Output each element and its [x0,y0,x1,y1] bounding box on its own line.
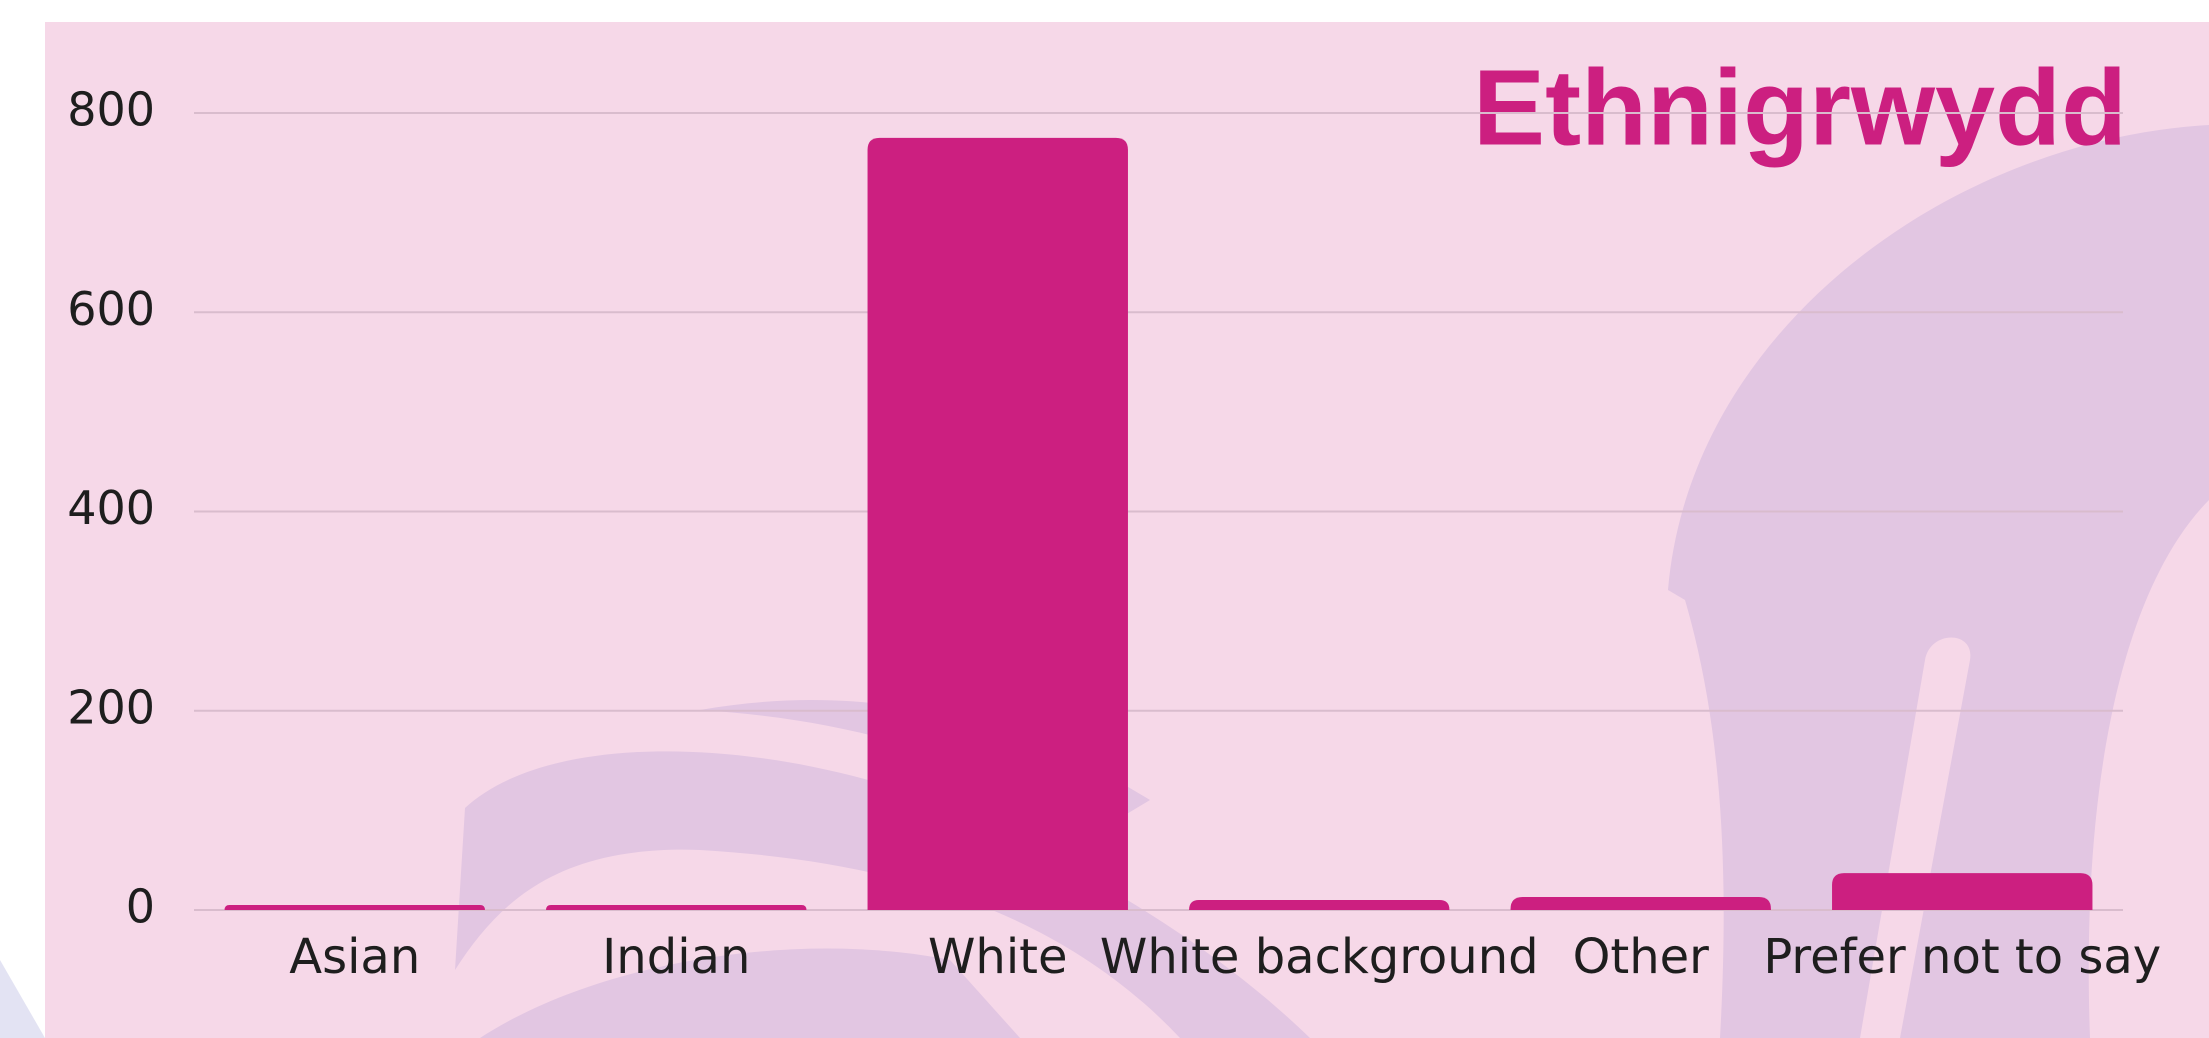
y-tick-label: 200 [67,680,155,734]
x-tick-label: Asian [289,929,420,985]
x-tick-label: Other [1573,929,1710,985]
bar [1832,873,2093,910]
bar [1189,900,1450,910]
bar [1510,897,1771,910]
decoration [455,125,2209,1038]
decoration [0,960,45,1038]
y-tick-label: 600 [67,282,155,336]
x-tick-label: Prefer not to say [1763,929,2161,985]
bar [546,905,807,910]
y-tick-label: 400 [67,481,155,535]
bar [224,905,485,910]
y-tick-label: 0 [126,880,155,934]
chart-title: Ethnigrwydd [1473,47,2127,168]
x-tick-label: Indian [602,929,750,985]
x-tick-label: White background [1100,929,1539,985]
bar [867,137,1128,910]
x-tick-label: White [928,929,1068,985]
y-tick-label: 800 [67,83,155,137]
